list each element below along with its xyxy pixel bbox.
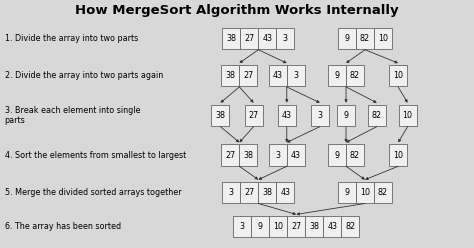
Text: 10: 10 bbox=[402, 111, 413, 120]
Text: 27: 27 bbox=[243, 71, 254, 80]
Text: 82: 82 bbox=[350, 151, 360, 159]
FancyBboxPatch shape bbox=[374, 28, 392, 49]
FancyBboxPatch shape bbox=[233, 216, 251, 238]
FancyBboxPatch shape bbox=[341, 216, 359, 238]
Text: 38: 38 bbox=[225, 71, 236, 80]
FancyBboxPatch shape bbox=[221, 65, 239, 86]
FancyBboxPatch shape bbox=[323, 216, 341, 238]
FancyBboxPatch shape bbox=[338, 28, 356, 49]
FancyBboxPatch shape bbox=[258, 28, 276, 49]
Text: 38: 38 bbox=[309, 222, 319, 231]
Text: 38: 38 bbox=[243, 151, 254, 159]
FancyBboxPatch shape bbox=[287, 216, 305, 238]
FancyBboxPatch shape bbox=[222, 182, 240, 203]
Text: 3: 3 bbox=[283, 34, 288, 43]
FancyBboxPatch shape bbox=[374, 182, 392, 203]
FancyBboxPatch shape bbox=[222, 28, 240, 49]
FancyBboxPatch shape bbox=[258, 182, 276, 203]
Text: 27: 27 bbox=[248, 111, 259, 120]
FancyBboxPatch shape bbox=[245, 105, 263, 126]
FancyBboxPatch shape bbox=[287, 65, 305, 86]
Text: 9: 9 bbox=[344, 111, 348, 120]
Text: 82: 82 bbox=[350, 71, 360, 80]
Text: 27: 27 bbox=[244, 34, 255, 43]
FancyBboxPatch shape bbox=[221, 144, 239, 166]
Text: 82: 82 bbox=[345, 222, 356, 231]
FancyBboxPatch shape bbox=[287, 144, 305, 166]
Text: 6. The array has been sorted: 6. The array has been sorted bbox=[5, 222, 121, 231]
Text: 38: 38 bbox=[215, 111, 226, 120]
Text: 9: 9 bbox=[345, 188, 349, 197]
FancyBboxPatch shape bbox=[276, 182, 294, 203]
Text: 27: 27 bbox=[291, 222, 301, 231]
FancyBboxPatch shape bbox=[356, 182, 374, 203]
FancyBboxPatch shape bbox=[240, 182, 258, 203]
Text: 3. Break each element into single
parts: 3. Break each element into single parts bbox=[5, 106, 140, 125]
FancyBboxPatch shape bbox=[337, 105, 355, 126]
FancyBboxPatch shape bbox=[239, 144, 257, 166]
Text: 10: 10 bbox=[378, 34, 388, 43]
Text: 27: 27 bbox=[244, 188, 255, 197]
Text: 5. Merge the divided sorted arrays together: 5. Merge the divided sorted arrays toget… bbox=[5, 188, 182, 197]
Text: 10: 10 bbox=[393, 71, 403, 80]
Text: 3: 3 bbox=[318, 111, 322, 120]
FancyBboxPatch shape bbox=[338, 182, 356, 203]
Text: 4. Sort the elements from smallest to largest: 4. Sort the elements from smallest to la… bbox=[5, 151, 186, 159]
Text: 27: 27 bbox=[225, 151, 236, 159]
Text: 82: 82 bbox=[360, 34, 370, 43]
FancyBboxPatch shape bbox=[269, 65, 287, 86]
Text: 82: 82 bbox=[372, 111, 382, 120]
Text: 43: 43 bbox=[273, 71, 283, 80]
FancyBboxPatch shape bbox=[239, 65, 257, 86]
Text: 3: 3 bbox=[275, 151, 280, 159]
Text: How MergeSort Algorithm Works Internally: How MergeSort Algorithm Works Internally bbox=[75, 4, 399, 17]
Text: 9: 9 bbox=[258, 222, 263, 231]
Text: 43: 43 bbox=[282, 111, 292, 120]
FancyBboxPatch shape bbox=[389, 65, 407, 86]
Text: 43: 43 bbox=[291, 151, 301, 159]
FancyBboxPatch shape bbox=[276, 28, 294, 49]
Text: 9: 9 bbox=[335, 151, 339, 159]
Text: 43: 43 bbox=[280, 188, 291, 197]
FancyBboxPatch shape bbox=[269, 216, 287, 238]
Text: 2. Divide the array into two parts again: 2. Divide the array into two parts again bbox=[5, 71, 163, 80]
Text: 3: 3 bbox=[293, 71, 298, 80]
Text: 10: 10 bbox=[360, 188, 370, 197]
FancyBboxPatch shape bbox=[278, 105, 296, 126]
FancyBboxPatch shape bbox=[389, 144, 407, 166]
Text: 38: 38 bbox=[226, 34, 237, 43]
FancyBboxPatch shape bbox=[368, 105, 386, 126]
FancyBboxPatch shape bbox=[269, 144, 287, 166]
Text: 38: 38 bbox=[262, 188, 273, 197]
FancyBboxPatch shape bbox=[240, 28, 258, 49]
Text: 10: 10 bbox=[273, 222, 283, 231]
FancyBboxPatch shape bbox=[328, 65, 346, 86]
FancyBboxPatch shape bbox=[328, 144, 346, 166]
FancyBboxPatch shape bbox=[211, 105, 229, 126]
FancyBboxPatch shape bbox=[346, 65, 364, 86]
Text: 10: 10 bbox=[393, 151, 403, 159]
FancyBboxPatch shape bbox=[305, 216, 323, 238]
Text: 1. Divide the array into two parts: 1. Divide the array into two parts bbox=[5, 34, 138, 43]
Text: 9: 9 bbox=[345, 34, 349, 43]
Text: 9: 9 bbox=[335, 71, 339, 80]
Text: 3: 3 bbox=[229, 188, 234, 197]
FancyBboxPatch shape bbox=[399, 105, 417, 126]
Text: 43: 43 bbox=[327, 222, 337, 231]
FancyBboxPatch shape bbox=[346, 144, 364, 166]
FancyBboxPatch shape bbox=[356, 28, 374, 49]
FancyBboxPatch shape bbox=[251, 216, 269, 238]
Text: 43: 43 bbox=[262, 34, 273, 43]
Text: 82: 82 bbox=[378, 188, 388, 197]
Text: 3: 3 bbox=[240, 222, 245, 231]
FancyBboxPatch shape bbox=[311, 105, 329, 126]
